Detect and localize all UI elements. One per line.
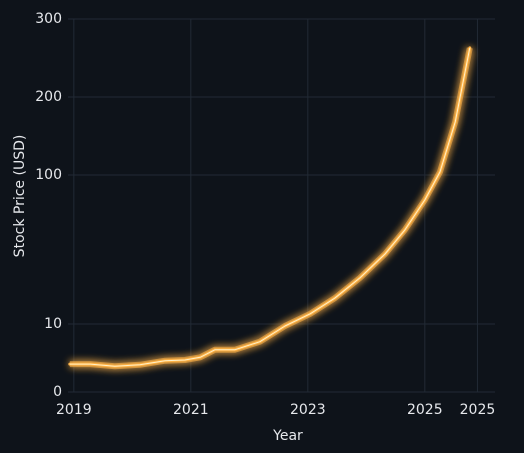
y-tick-label: 300 xyxy=(35,11,62,27)
x-tick-label: 2025 xyxy=(460,402,496,418)
y-axis-label: Stock Price (USD) xyxy=(12,135,28,258)
x-tick-label: 2021 xyxy=(173,402,209,418)
y-tick-label: 100 xyxy=(35,167,62,183)
x-tick-label: 2023 xyxy=(290,402,326,418)
y-tick-label: 0 xyxy=(53,384,62,400)
x-tick-label: 2025 xyxy=(407,402,443,418)
line-core xyxy=(69,47,471,367)
y-tick-label: 200 xyxy=(35,89,62,105)
y-tick-label: 10 xyxy=(44,316,62,332)
x-tick-label: 2019 xyxy=(56,402,92,418)
x-axis-label: Year xyxy=(272,428,303,444)
